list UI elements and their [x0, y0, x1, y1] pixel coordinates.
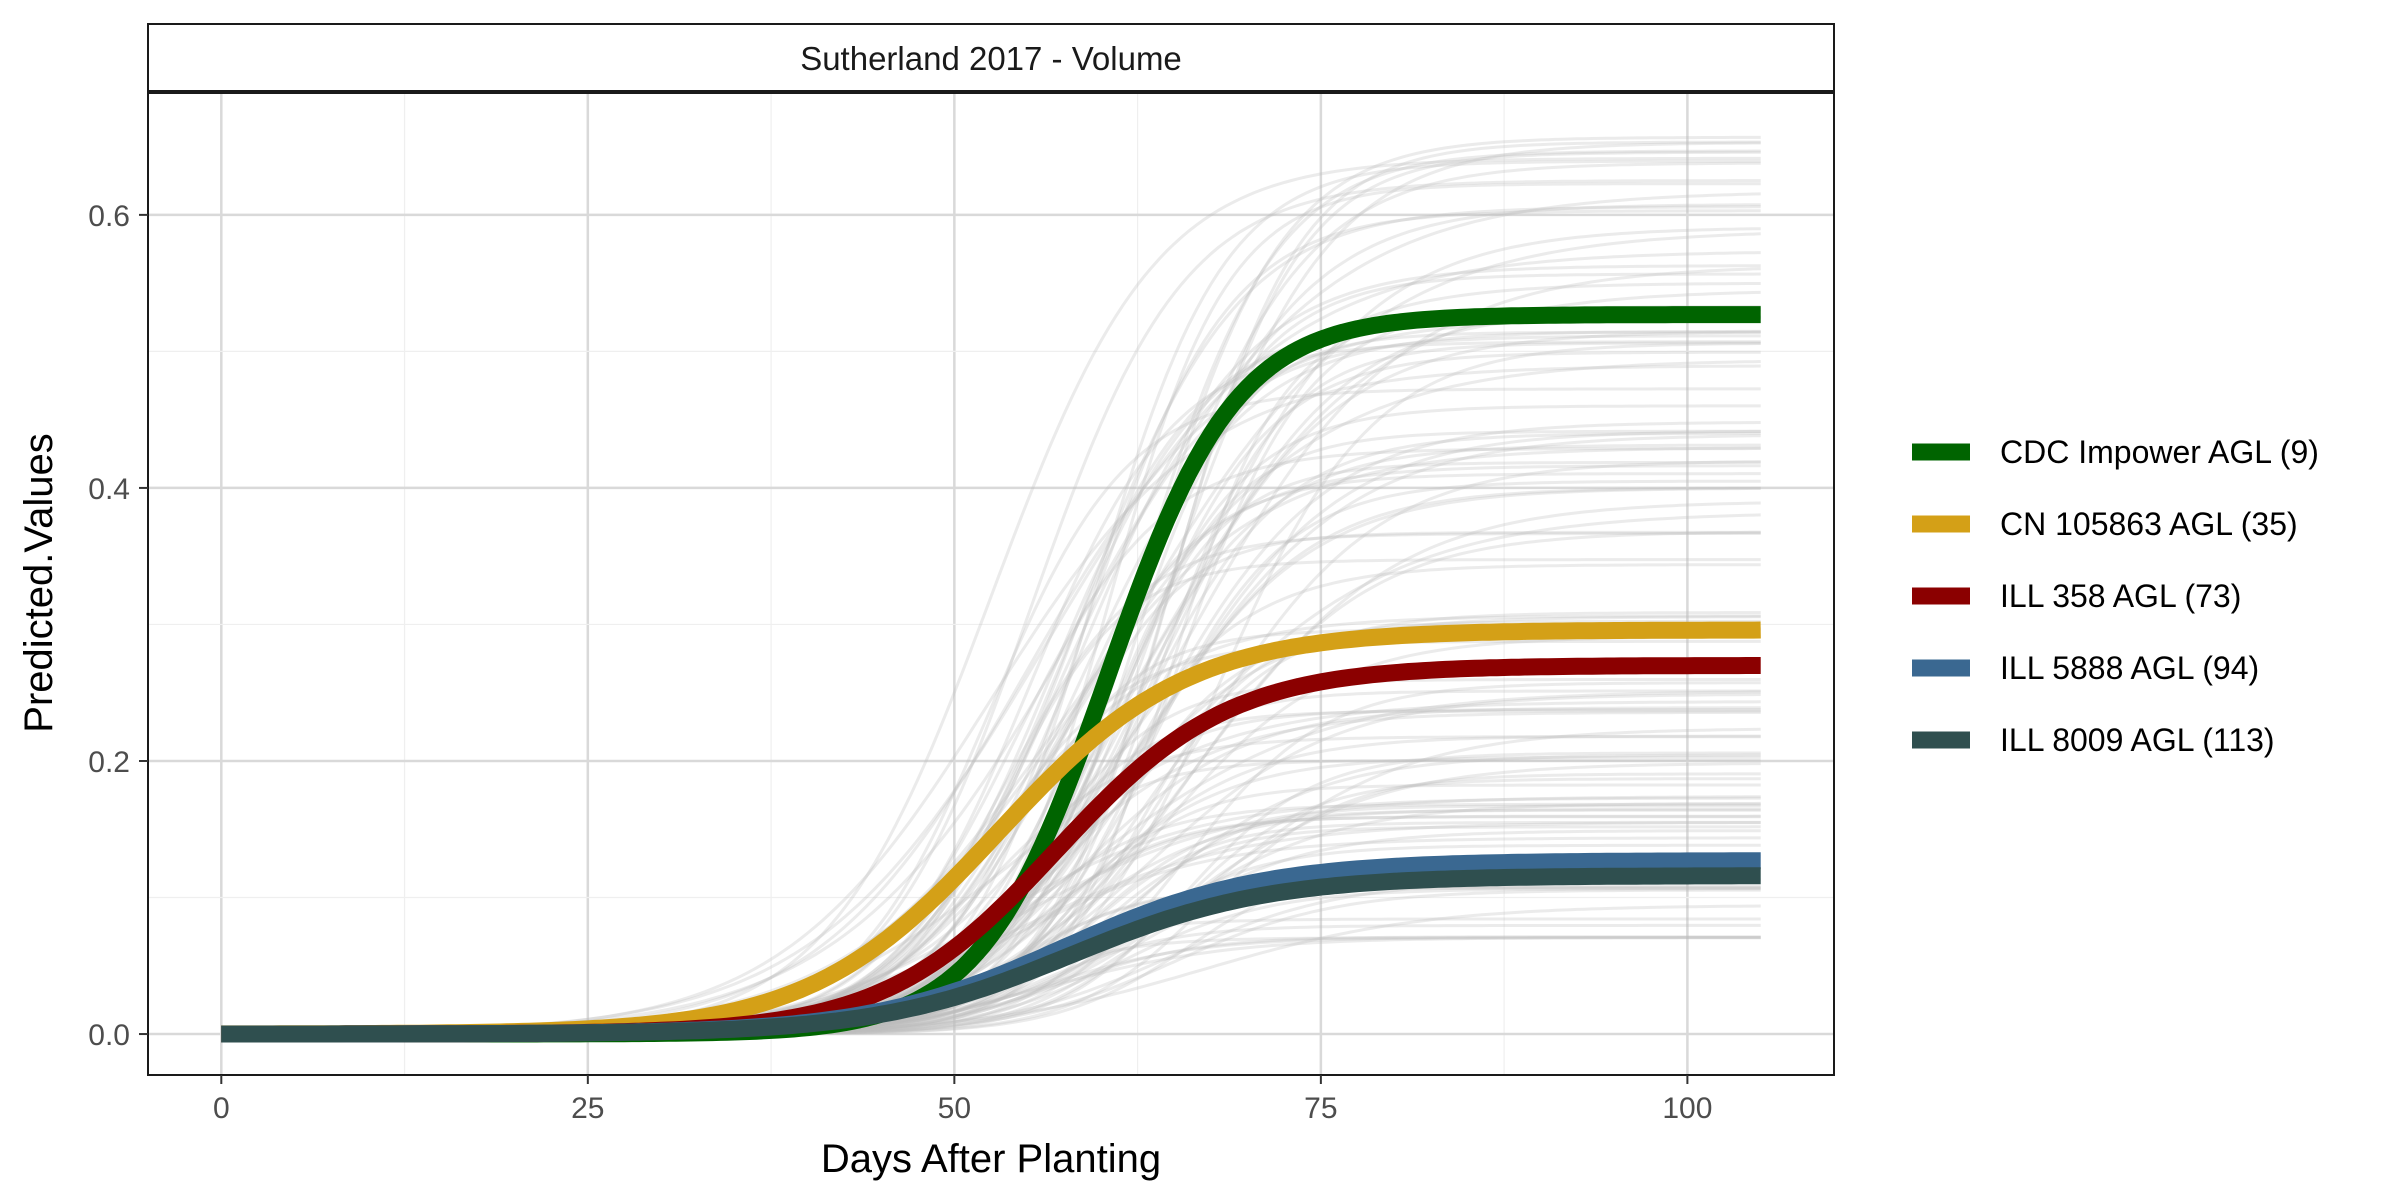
y-axis-ticks: 0.0 0.2 0.4 0.6 [88, 200, 148, 1052]
highlighted-curves [220, 306, 1762, 1043]
legend-label: ILL 5888 AGL (94) [2000, 650, 2259, 686]
x-tick-label: 0 [213, 1092, 230, 1125]
series-line [220, 867, 1762, 1043]
y-tick-label: 0.2 [88, 746, 130, 779]
x-axis-title: Days After Planting [821, 1137, 1161, 1181]
y-tick-label: 0.4 [88, 473, 130, 506]
y-axis-title: Predicted.Values [17, 433, 61, 732]
x-tick-label: 50 [938, 1092, 971, 1125]
legend-label: CDC Impower AGL (9) [2000, 434, 2319, 470]
legend-label: ILL 8009 AGL (113) [2000, 722, 2275, 758]
y-tick-label: 0.6 [88, 200, 130, 233]
legend-label: CN 105863 AGL (35) [2000, 506, 2298, 542]
x-tick-label: 75 [1304, 1092, 1337, 1125]
facet-strip [147, 23, 1835, 93]
chart-title: Sutherland 2017 - Volume [800, 40, 1182, 77]
y-tick-label: 0.0 [88, 1019, 130, 1052]
gridlines [148, 92, 1834, 1075]
legend-label: ILL 358 AGL (73) [2000, 578, 2241, 614]
x-tick-label: 100 [1662, 1092, 1712, 1125]
x-tick-label: 25 [571, 1092, 604, 1125]
legend: CDC Impower AGL (9) CN 105863 AGL (35) ILL… [1912, 434, 2319, 758]
x-axis-ticks: 0 25 50 75 100 [213, 1075, 1712, 1125]
